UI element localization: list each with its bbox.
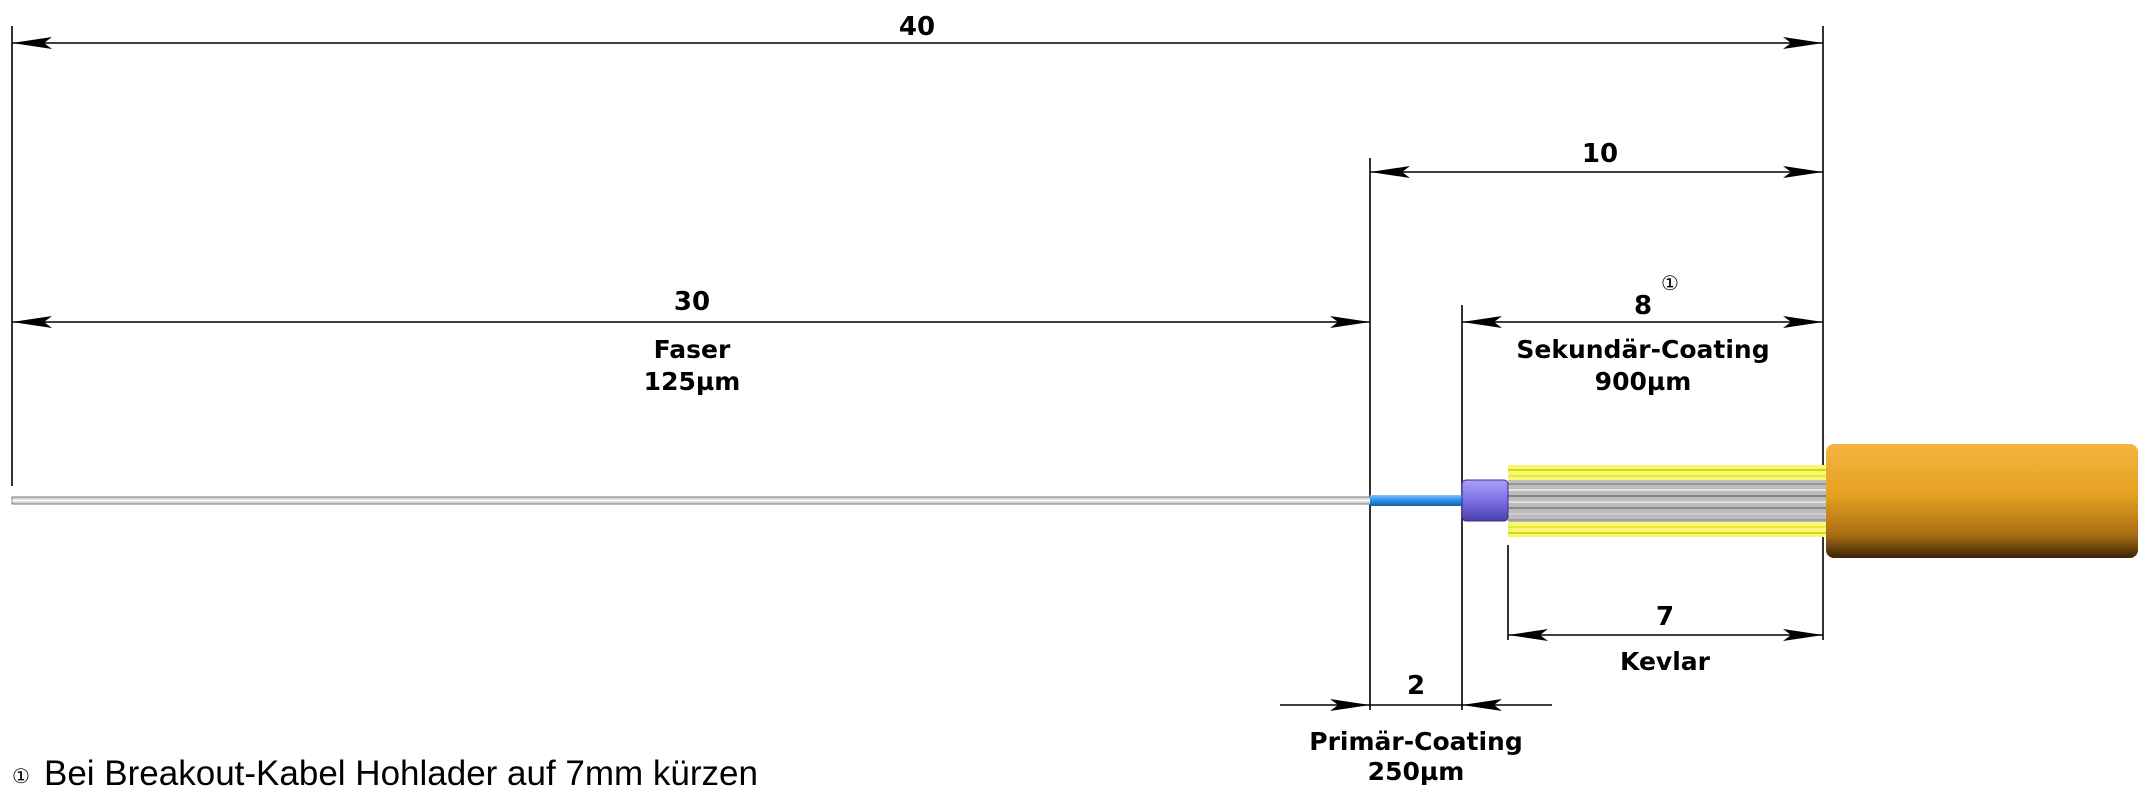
dimension-primary-size: 250µm (1368, 757, 1465, 786)
dimension-kevlar-label: Kevlar (1620, 647, 1711, 676)
footnote: ① Bei Breakout-Kabel Hohlader auf 7mm kü… (12, 754, 758, 789)
extension-lines (11, 26, 1824, 710)
dimension-primary-coating: 2 Primär-Coating 250µm (1280, 671, 1552, 786)
dimension-secondary-coating: 8 ① Sekundär-Coating 900µm (1462, 271, 1823, 396)
dimension-fiber: 30 Faser 125µm (12, 287, 1370, 396)
dimension-strip-value: 10 (1582, 139, 1618, 169)
circled-one-marker: ① (1661, 271, 1679, 295)
dimension-fiber-size: 125µm (644, 367, 741, 396)
dimension-primary-value: 2 (1407, 671, 1425, 701)
dimension-secondary-label: Sekundär-Coating (1516, 335, 1769, 364)
footnote-marker: ① (12, 764, 30, 788)
footnote-text: Bei Breakout-Kabel Hohlader auf 7mm kürz… (44, 754, 758, 789)
kevlar-strands (1508, 465, 1826, 537)
cable-illustration (11, 444, 2138, 558)
dimension-total: 40 (12, 12, 1823, 49)
cable-jacket (1826, 444, 2138, 558)
dimension-fiber-value: 30 (674, 287, 710, 317)
dimension-kevlar: 7 Kevlar (1508, 602, 1823, 676)
secondary-coating (1461, 479, 1509, 522)
primary-coating (1370, 495, 1464, 506)
dimension-fiber-label: Faser (654, 335, 731, 364)
dimension-total-value: 40 (899, 12, 935, 42)
dimension-strip: 10 (1370, 139, 1823, 178)
dimension-secondary-size: 900µm (1595, 367, 1692, 396)
dimension-kevlar-value: 7 (1656, 602, 1674, 632)
dimension-primary-label: Primär-Coating (1309, 727, 1522, 756)
dimension-secondary-value: 8 (1634, 291, 1652, 321)
